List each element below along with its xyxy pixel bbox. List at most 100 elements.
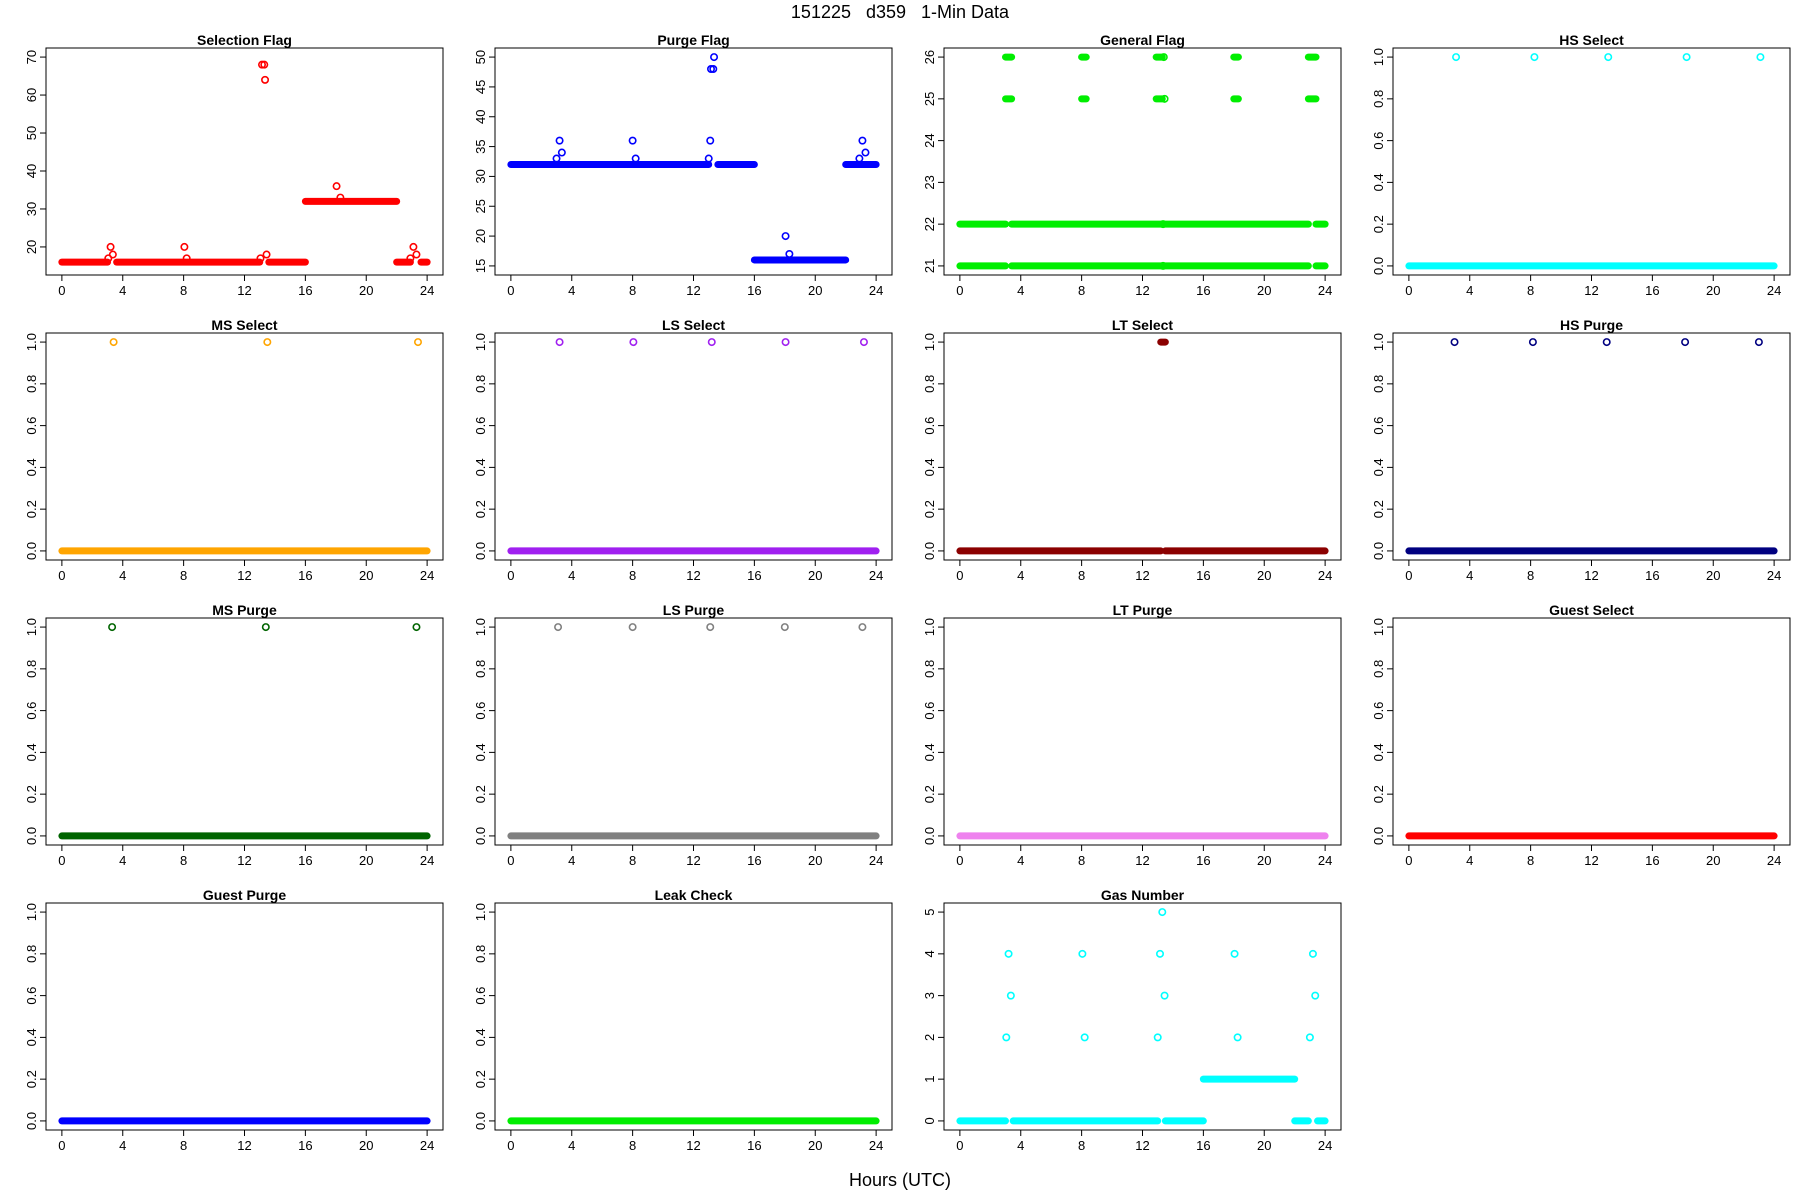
- data-point: [412, 250, 421, 259]
- x-tick-label: 16: [1196, 568, 1210, 583]
- y-tick-label: 0.0: [1371, 827, 1386, 845]
- y-tick-label: 0.2: [24, 1070, 39, 1088]
- data-point: [858, 136, 867, 145]
- panel-8: MS Purge 0 4 8 12 16 20 24 0.0 0.2 0.4 0.6 0.8 1.0: [24, 602, 444, 868]
- y-tick-label: 1: [922, 1076, 937, 1083]
- x-tick-label: 20: [359, 1138, 373, 1153]
- x-tick-label: 16: [1196, 1138, 1210, 1153]
- x-tick-label: 8: [1527, 283, 1534, 298]
- x-tick-label: 4: [568, 1138, 575, 1153]
- y-tick-label: 0: [922, 1117, 937, 1124]
- x-tick-label: 20: [1257, 853, 1271, 868]
- plot-frame: [494, 902, 893, 1131]
- panel-title: Guest Purge: [203, 887, 286, 903]
- y-tick-label: 0.2: [1371, 500, 1386, 518]
- data-point: [262, 250, 271, 259]
- data-point: [629, 338, 638, 347]
- x-tick-label: 8: [629, 853, 636, 868]
- y-tick-label: 24: [922, 133, 937, 147]
- plot-frame: [1392, 332, 1791, 561]
- y-tick-label: 0.4: [473, 458, 488, 476]
- y-tick-label: 0.8: [24, 660, 39, 678]
- x-tick-label: 16: [1645, 568, 1659, 583]
- data-point: [256, 254, 265, 263]
- plot-frame: [943, 332, 1342, 561]
- y-tick-label: 1.0: [922, 618, 937, 636]
- panel-0: Selection Flag 0 4 8 12 16 20 24 20 30 40 50 60 70: [24, 32, 444, 298]
- panel-title: HS Purge: [1560, 317, 1623, 333]
- x-tick-label: 0: [58, 1138, 65, 1153]
- panel-title: LT Purge: [1113, 602, 1173, 618]
- data-point: [1159, 261, 1168, 270]
- y-tick-label: 23: [922, 175, 937, 189]
- y-tick-label: 1.0: [1371, 48, 1386, 66]
- y-tick-label: 35: [473, 139, 488, 153]
- x-tick-label: 12: [1584, 853, 1598, 868]
- x-tick-label: 0: [956, 283, 963, 298]
- y-tick-label: 0.6: [24, 987, 39, 1005]
- y-tick-label: 60: [24, 88, 39, 102]
- x-tick-label: 8: [180, 1138, 187, 1153]
- x-tick-label: 8: [180, 283, 187, 298]
- x-tick-label: 0: [956, 1138, 963, 1153]
- data-point: [704, 154, 713, 163]
- x-tick-label: 24: [420, 1138, 434, 1153]
- y-tick-label: 0.6: [1371, 132, 1386, 150]
- y-tick-label: 15: [473, 259, 488, 273]
- x-tick-label: 16: [298, 283, 312, 298]
- panel-title: MS Select: [211, 317, 277, 333]
- y-tick-label: 0.8: [1371, 90, 1386, 108]
- data-point: [182, 254, 191, 263]
- plot-frame: [45, 47, 444, 276]
- plot-frame: [45, 332, 444, 561]
- x-tick-label: 20: [359, 853, 373, 868]
- y-tick-label: 0.2: [1371, 785, 1386, 803]
- x-tick-label: 4: [1017, 1138, 1024, 1153]
- y-tick-label: 0.6: [24, 417, 39, 435]
- data-point: [1682, 53, 1691, 62]
- figure-title: 151225 d359 1-Min Data: [790, 2, 1010, 22]
- plot-frame: [943, 617, 1342, 846]
- x-tick-label: 16: [298, 568, 312, 583]
- data-point: [631, 154, 640, 163]
- data-point: [1160, 94, 1169, 103]
- panel-title: MS Purge: [212, 602, 277, 618]
- data-point: [1160, 991, 1169, 1000]
- y-tick-label: 0.6: [1371, 702, 1386, 720]
- y-tick-label: 0.0: [24, 827, 39, 845]
- y-tick-label: 0.8: [922, 660, 937, 678]
- y-tick-label: 22: [922, 217, 937, 231]
- data-point: [1004, 949, 1013, 958]
- data-point: [1002, 1033, 1011, 1042]
- y-tick-label: 4: [922, 950, 937, 957]
- x-tick-label: 24: [869, 568, 883, 583]
- data-point: [261, 75, 270, 84]
- x-tick-label: 4: [1017, 853, 1024, 868]
- y-tick-label: 3: [922, 992, 937, 999]
- y-tick-label: 50: [473, 50, 488, 64]
- data-point: [628, 136, 637, 145]
- y-tick-label: 40: [473, 110, 488, 124]
- x-tick-label: 12: [1135, 283, 1149, 298]
- data-point: [1305, 1033, 1314, 1042]
- data-point: [108, 250, 117, 259]
- y-tick-label: 40: [24, 164, 39, 178]
- y-tick-label: 45: [473, 80, 488, 94]
- x-tick-label: 24: [1767, 853, 1781, 868]
- data-point: [1308, 949, 1317, 958]
- data-point: [552, 154, 561, 163]
- data-point: [557, 148, 566, 157]
- data-point: [859, 338, 868, 347]
- x-tick-label: 20: [1257, 1138, 1271, 1153]
- panel-4: MS Select 0 4 8 12 16 20 24 0.0 0.2 0.4 0.6 0.8 1.0: [24, 317, 444, 583]
- y-tick-label: 0.4: [922, 458, 937, 476]
- x-tick-label: 12: [237, 853, 251, 868]
- panel-12: Guest Purge 0 4 8 12 16 20 24 0.0 0.2 0.4 0.6 0.8 1.0: [24, 887, 444, 1153]
- y-tick-label: 0.2: [1371, 215, 1386, 233]
- x-tick-label: 20: [808, 1138, 822, 1153]
- y-tick-label: 0.2: [922, 785, 937, 803]
- y-tick-label: 0.2: [473, 1070, 488, 1088]
- x-tick-label: 12: [1135, 1138, 1149, 1153]
- data-point: [1230, 949, 1239, 958]
- data-point: [1153, 1033, 1162, 1042]
